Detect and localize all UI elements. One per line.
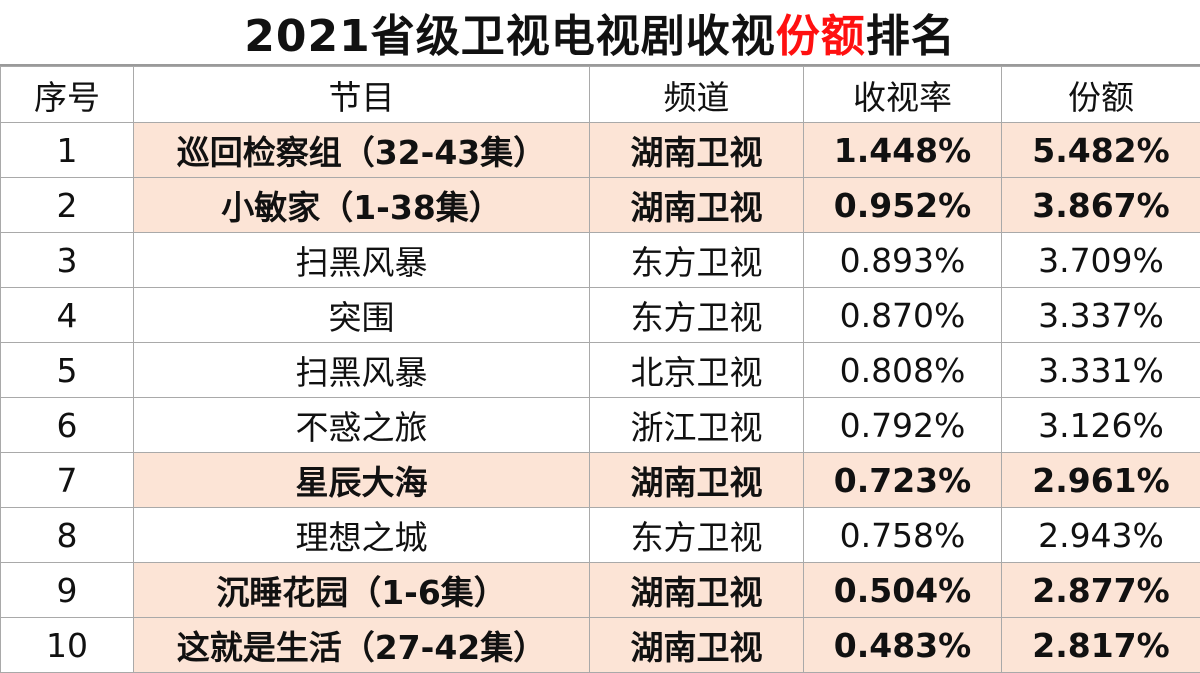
col-header-share: 份额 [1002, 67, 1200, 123]
channel-cell: 湖南卫视 [590, 453, 804, 508]
program-cell: 小敏家（1-38集） [134, 178, 590, 233]
channel-cell: 湖南卫视 [590, 563, 804, 618]
share-cell: 3.126% [1002, 398, 1200, 453]
rating-cell: 0.723% [804, 453, 1002, 508]
share-cell: 3.331% [1002, 343, 1200, 398]
program-cell: 沉睡花园（1-6集） [134, 563, 590, 618]
rating-cell: 0.792% [804, 398, 1002, 453]
program-cell: 不惑之旅 [134, 398, 590, 453]
rank-cell: 2 [1, 178, 134, 233]
share-cell: 3.337% [1002, 288, 1200, 343]
rating-cell: 0.952% [804, 178, 1002, 233]
header-row: 序号 节目 频道 收视率 份额 [1, 67, 1200, 123]
share-cell: 3.867% [1002, 178, 1200, 233]
channel-cell: 东方卫视 [590, 508, 804, 563]
rank-cell: 4 [1, 288, 134, 343]
col-header-channel: 频道 [590, 67, 804, 123]
rating-cell: 0.893% [804, 233, 1002, 288]
col-header-program: 节目 [134, 67, 590, 123]
rank-cell: 1 [1, 123, 134, 178]
channel-cell: 湖南卫视 [590, 618, 804, 673]
program-cell: 巡回检察组（32-43集） [134, 123, 590, 178]
share-cell: 2.961% [1002, 453, 1200, 508]
rating-cell: 0.870% [804, 288, 1002, 343]
rating-cell: 0.808% [804, 343, 1002, 398]
rank-cell: 10 [1, 618, 134, 673]
rank-cell: 9 [1, 563, 134, 618]
program-cell: 扫黑风暴 [134, 233, 590, 288]
channel-cell: 浙江卫视 [590, 398, 804, 453]
channel-cell: 湖南卫视 [590, 178, 804, 233]
share-cell: 3.709% [1002, 233, 1200, 288]
rating-cell: 0.758% [804, 508, 1002, 563]
title-accent: 份额 [776, 0, 866, 64]
share-cell: 5.482% [1002, 123, 1200, 178]
rank-cell: 8 [1, 508, 134, 563]
share-cell: 2.877% [1002, 563, 1200, 618]
channel-cell: 东方卫视 [590, 233, 804, 288]
page-title: 2021省级卫视电视剧收视份额排名 [0, 0, 1200, 66]
rank-cell: 3 [1, 233, 134, 288]
col-header-rank: 序号 [1, 67, 134, 123]
channel-cell: 北京卫视 [590, 343, 804, 398]
col-header-rating: 收视率 [804, 67, 1002, 123]
title-suffix: 排名 [866, 0, 956, 64]
rank-cell: 6 [1, 398, 134, 453]
rank-cell: 7 [1, 453, 134, 508]
program-cell: 突围 [134, 288, 590, 343]
channel-cell: 湖南卫视 [590, 123, 804, 178]
program-cell: 这就是生活（27-42集） [134, 618, 590, 673]
title-prefix: 2021省级卫视电视剧收视 [244, 0, 775, 64]
program-cell: 星辰大海 [134, 453, 590, 508]
channel-cell: 东方卫视 [590, 288, 804, 343]
rank-cell: 5 [1, 343, 134, 398]
share-cell: 2.943% [1002, 508, 1200, 563]
rating-cell: 1.448% [804, 123, 1002, 178]
program-cell: 扫黑风暴 [134, 343, 590, 398]
rating-cell: 0.483% [804, 618, 1002, 673]
program-cell: 理想之城 [134, 508, 590, 563]
share-cell: 2.817% [1002, 618, 1200, 673]
rating-cell: 0.504% [804, 563, 1002, 618]
